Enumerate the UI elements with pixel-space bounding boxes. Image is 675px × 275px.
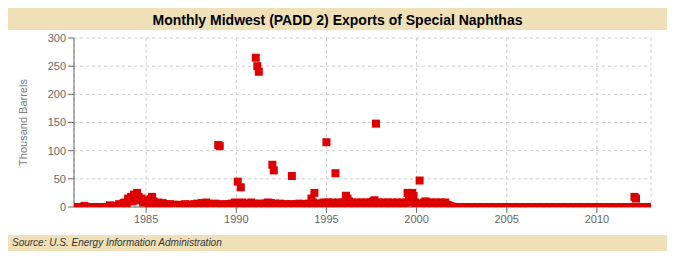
svg-text:200: 200 [48, 88, 66, 100]
svg-text:Thousand Barrels: Thousand Barrels [17, 79, 29, 166]
html-text:Source: U.S. Energy Informatio: Source: U.S. Energy Information Administ… [12, 237, 222, 248]
svg-text:1990: 1990 [224, 213, 248, 225]
svg-text:50: 50 [54, 173, 66, 185]
svg-text:1995: 1995 [314, 213, 338, 225]
svg-text:100: 100 [48, 145, 66, 157]
svg-text:0: 0 [60, 201, 66, 213]
svg-text:300: 300 [48, 32, 66, 44]
svg-text:250: 250 [48, 60, 66, 72]
svg-text:1985: 1985 [134, 213, 158, 225]
svg-text:2005: 2005 [495, 213, 519, 225]
svg-text:2010: 2010 [585, 213, 609, 225]
html-text:Monthly Midwest (PADD 2) Expor: Monthly Midwest (PADD 2) Exports of Spec… [152, 12, 523, 28]
svg-text:150: 150 [48, 116, 66, 128]
svg-text:2000: 2000 [404, 213, 428, 225]
